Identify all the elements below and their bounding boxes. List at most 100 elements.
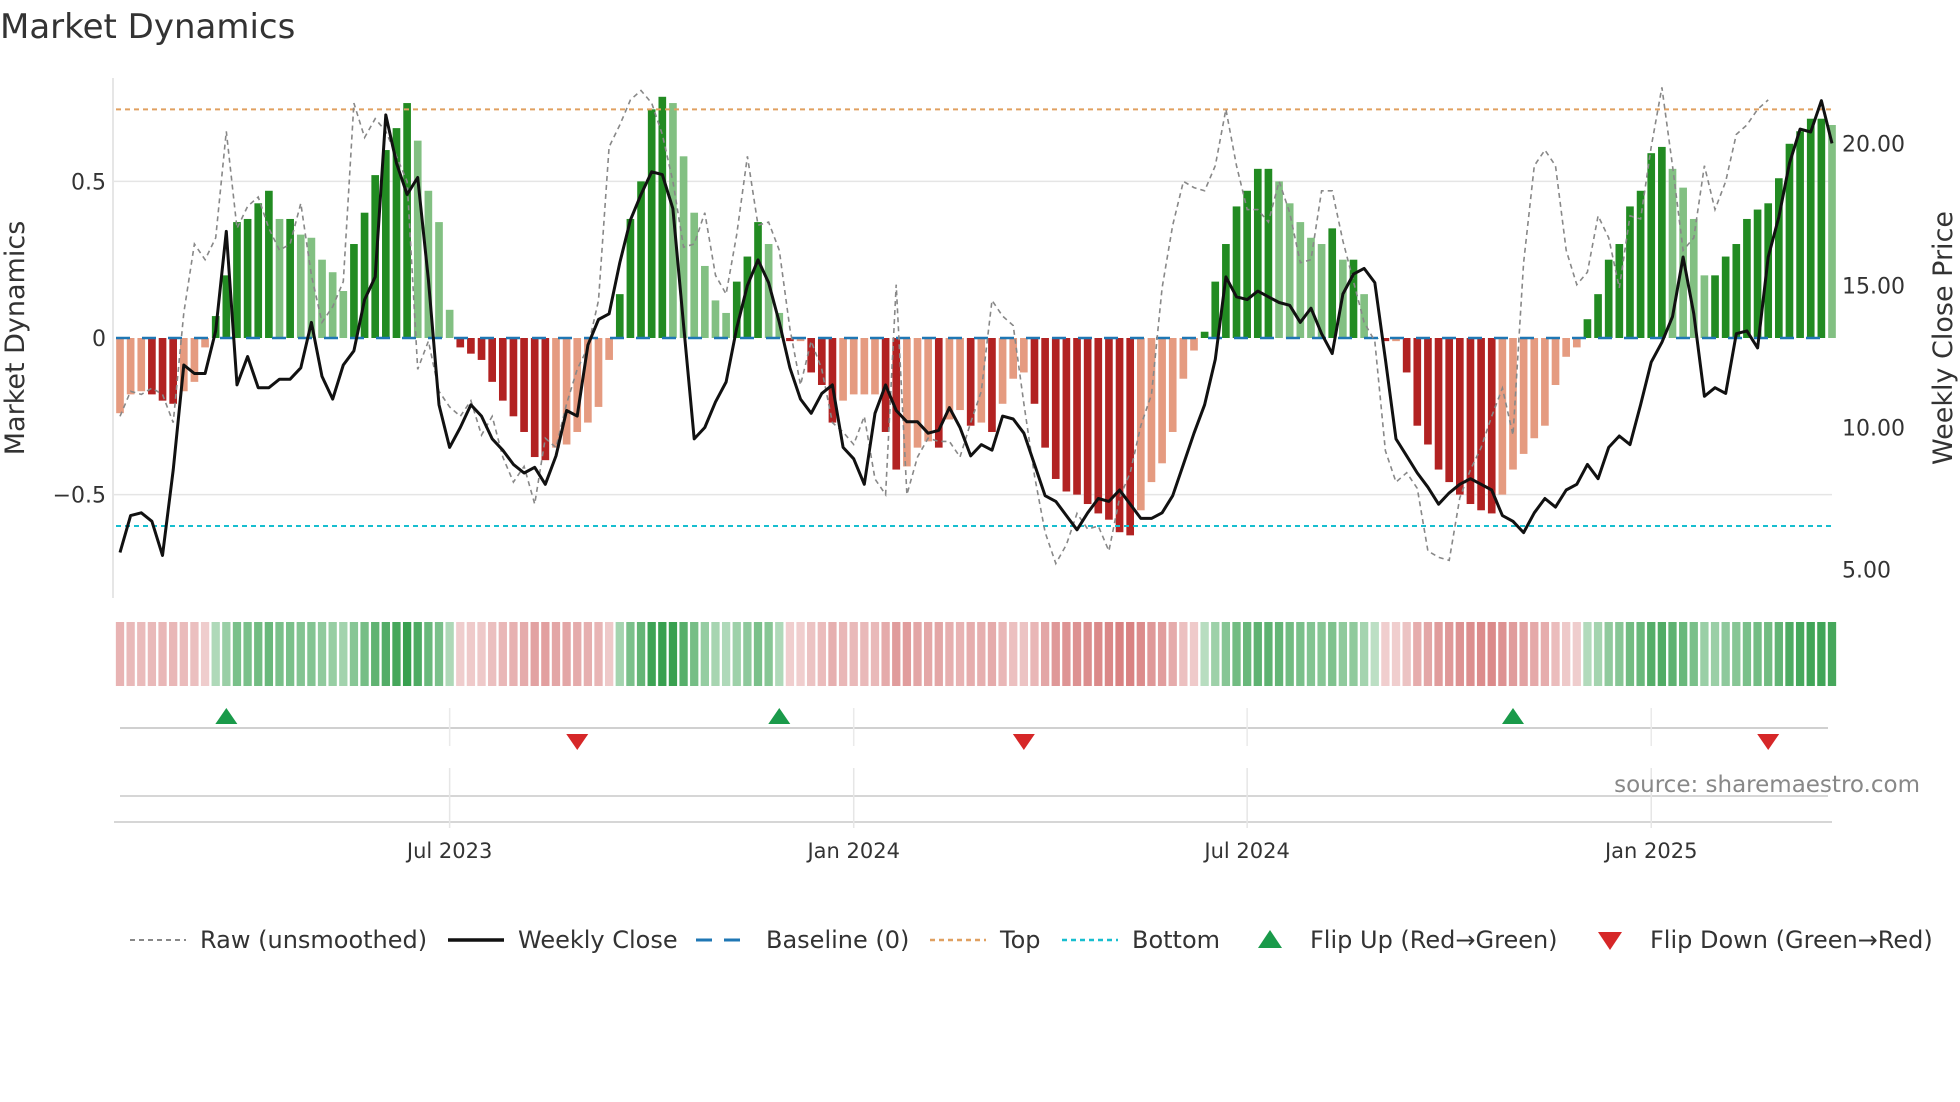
heat-cell bbox=[541, 622, 550, 686]
histogram-bar bbox=[1562, 338, 1570, 357]
histogram-bar bbox=[1455, 338, 1464, 495]
histogram-bar bbox=[1689, 218, 1698, 338]
main-panel: 0.5 0 −0.5 20.00 15.00 10.00 5.00 Market Dyna… bbox=[0, 78, 1959, 598]
heat-cell bbox=[1678, 622, 1688, 686]
histogram-bar bbox=[1317, 244, 1326, 338]
heat-cell bbox=[892, 622, 901, 686]
flip-up-marker bbox=[215, 708, 238, 724]
histogram-bar bbox=[1551, 338, 1560, 385]
heat-cell bbox=[1498, 622, 1507, 686]
heat-cell bbox=[775, 622, 784, 686]
heat-cell bbox=[115, 622, 125, 686]
heat-cell bbox=[456, 622, 465, 686]
histogram-bar bbox=[265, 190, 273, 338]
histogram-bar bbox=[817, 338, 826, 385]
heat-cell bbox=[126, 622, 135, 686]
heat-cell bbox=[1168, 622, 1177, 686]
flip-up-marker bbox=[1501, 708, 1524, 724]
heat-cell bbox=[626, 622, 635, 686]
legend-flip-down-swatch bbox=[1598, 932, 1622, 950]
heat-cell bbox=[147, 622, 157, 686]
histogram-bar bbox=[1009, 338, 1018, 379]
heat-cell bbox=[1274, 622, 1284, 686]
histogram-bar bbox=[956, 338, 964, 411]
histogram-bar bbox=[934, 338, 943, 448]
legend-item-raw: Raw (unsmoothed) bbox=[130, 926, 427, 954]
histogram-bar bbox=[1190, 338, 1198, 351]
heat-cell bbox=[764, 622, 773, 686]
heat-cell bbox=[1540, 622, 1550, 686]
heat-cell bbox=[668, 622, 678, 686]
heat-cell bbox=[1051, 622, 1060, 686]
heat-cell bbox=[1721, 622, 1730, 686]
legend-label: Flip Up (Red→Green) bbox=[1310, 926, 1558, 954]
heat-cell bbox=[1795, 622, 1805, 686]
histogram-bar bbox=[562, 338, 571, 445]
histogram-bar bbox=[711, 300, 720, 338]
histogram-bar bbox=[1126, 338, 1135, 536]
heat-cell bbox=[1530, 622, 1539, 686]
histogram-bar bbox=[871, 338, 879, 395]
heat-cell bbox=[413, 622, 422, 686]
histogram-bar bbox=[988, 338, 996, 432]
histogram-bar bbox=[754, 222, 762, 338]
histogram-bar bbox=[1615, 244, 1624, 338]
histogram-bar bbox=[1828, 124, 1836, 339]
heat-cell bbox=[488, 622, 497, 686]
heat-cell bbox=[1221, 622, 1231, 686]
histogram-bar bbox=[1158, 338, 1166, 464]
legend-label: Raw (unsmoothed) bbox=[200, 926, 427, 954]
histogram-bar bbox=[1200, 331, 1209, 338]
heat-cell bbox=[732, 622, 741, 686]
histogram-bar bbox=[1572, 338, 1581, 348]
right-y-axis-label: Weekly Close Price bbox=[1928, 211, 1959, 465]
histogram-bar bbox=[1179, 338, 1188, 379]
histogram-bar bbox=[1020, 338, 1028, 373]
heat-cell bbox=[1062, 622, 1071, 686]
heat-cell bbox=[1434, 622, 1443, 686]
histogram-bar bbox=[924, 338, 932, 442]
histogram-bars bbox=[116, 96, 1836, 536]
histogram-bar bbox=[1817, 118, 1826, 338]
legend-item-top: Top bbox=[930, 926, 1041, 954]
heat-cell bbox=[679, 622, 688, 686]
histogram-bar bbox=[1583, 319, 1592, 338]
histogram-bar bbox=[605, 338, 613, 360]
histogram-bar bbox=[126, 338, 135, 395]
heat-cell bbox=[1647, 622, 1656, 686]
histogram-bar bbox=[307, 237, 316, 338]
histogram-bar bbox=[828, 338, 837, 423]
histogram-bar bbox=[892, 338, 901, 470]
heat-cell bbox=[966, 622, 975, 686]
histogram-bar bbox=[190, 338, 199, 382]
heat-cell bbox=[1306, 622, 1316, 686]
heat-cell bbox=[838, 622, 848, 686]
histogram-bar bbox=[573, 338, 582, 432]
histogram-bar bbox=[1530, 338, 1539, 439]
heat-cell bbox=[424, 622, 433, 686]
histogram-bar bbox=[1434, 338, 1443, 470]
histogram-bar bbox=[435, 222, 443, 338]
histogram-bar bbox=[1115, 338, 1124, 533]
histogram-bar bbox=[254, 203, 263, 338]
heat-cell bbox=[1072, 622, 1082, 686]
histogram-bar bbox=[796, 338, 805, 342]
histogram-bar bbox=[1445, 338, 1454, 483]
heat-cell bbox=[434, 622, 444, 686]
left-tick-label: −0.5 bbox=[53, 484, 106, 509]
histogram-bar bbox=[839, 338, 847, 401]
timeline-grid bbox=[114, 768, 1832, 828]
histogram-bar bbox=[1253, 168, 1262, 338]
histogram-bar bbox=[1296, 222, 1305, 338]
heat-cell bbox=[1785, 622, 1794, 686]
heat-cell bbox=[1349, 622, 1358, 686]
histogram-bar bbox=[1264, 168, 1273, 338]
legend-label: Baseline (0) bbox=[766, 926, 909, 954]
heat-cell bbox=[477, 622, 486, 686]
heat-cell bbox=[1668, 622, 1677, 686]
histogram-bar bbox=[1328, 228, 1337, 338]
histogram-bar bbox=[1243, 190, 1251, 338]
histogram-bar bbox=[509, 338, 518, 417]
heat-cell bbox=[1243, 622, 1252, 686]
